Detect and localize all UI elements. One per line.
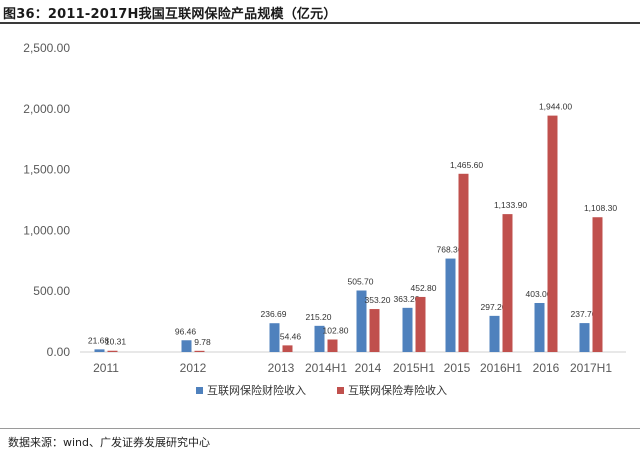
bar-property bbox=[181, 340, 192, 352]
bar-life bbox=[502, 214, 513, 352]
x-tick-label: 2014 bbox=[355, 361, 382, 375]
data-label: 1,108.30 bbox=[584, 203, 617, 213]
bar-property bbox=[356, 290, 367, 352]
x-tick-label: 2017H1 bbox=[570, 361, 612, 375]
bar-property bbox=[402, 307, 413, 352]
bar-life bbox=[547, 115, 558, 353]
data-label: 54.46 bbox=[280, 331, 302, 341]
title-divider bbox=[0, 22, 640, 24]
x-tick-label: 2015H1 bbox=[393, 361, 435, 375]
footer-divider bbox=[0, 428, 640, 429]
data-label: 9.78 bbox=[194, 337, 211, 347]
bar-life bbox=[327, 339, 338, 352]
y-tick-label: 0.00 bbox=[47, 345, 71, 359]
data-label: 10.31 bbox=[105, 337, 127, 347]
legend-swatch-property bbox=[196, 387, 203, 394]
bar-life bbox=[592, 217, 603, 352]
y-tick-label: 500.00 bbox=[33, 284, 70, 298]
data-label: 505.70 bbox=[348, 277, 374, 287]
x-tick-label: 2014H1 bbox=[305, 361, 347, 375]
bar-life bbox=[194, 350, 205, 352]
x-tick-label: 2013 bbox=[268, 361, 295, 375]
figure-title: 图36：2011-2017H我国互联网保险产品规模（亿元） bbox=[3, 7, 337, 22]
bar-property bbox=[579, 323, 590, 352]
y-tick-label: 1,500.00 bbox=[23, 163, 70, 177]
bar-property bbox=[534, 302, 545, 352]
data-label: 297.20 bbox=[481, 302, 507, 312]
data-label: 1,465.60 bbox=[450, 160, 483, 170]
bar-life bbox=[107, 350, 118, 352]
x-tick-label: 2016 bbox=[533, 361, 560, 375]
data-label: 237.70 bbox=[571, 309, 597, 319]
x-tick-label: 2012 bbox=[180, 361, 207, 375]
bar-life bbox=[282, 345, 293, 352]
data-label: 452.80 bbox=[411, 283, 437, 293]
bar-chart: 0.00 500.00 1,000.00 1,500.00 2,000.00 2,500.… bbox=[23, 41, 626, 397]
data-label: 1,133.90 bbox=[494, 200, 527, 210]
bar-life bbox=[415, 296, 426, 352]
legend-label: 互联网保险财险收入 bbox=[207, 383, 306, 397]
data-label: 363.20 bbox=[394, 294, 420, 304]
data-label: 403.00 bbox=[526, 289, 552, 299]
bar-property bbox=[94, 349, 105, 352]
y-tick-label: 1,000.00 bbox=[23, 223, 70, 237]
data-label: 102.80 bbox=[323, 325, 349, 335]
legend-label: 互联网保险寿险收入 bbox=[348, 383, 447, 397]
bar-property bbox=[269, 323, 280, 352]
x-tick-label: 2011 bbox=[93, 361, 119, 375]
bar-property bbox=[314, 325, 325, 352]
data-label: 1,944.00 bbox=[539, 102, 572, 112]
x-tick-label: 2016H1 bbox=[480, 361, 522, 375]
bar-life bbox=[458, 173, 469, 352]
bar-life bbox=[369, 309, 380, 352]
data-label: 768.36 bbox=[437, 245, 463, 255]
bar-property bbox=[489, 315, 500, 352]
y-tick-label: 2,000.00 bbox=[23, 102, 70, 116]
x-tick-label: 2015 bbox=[444, 361, 471, 375]
source-note: 数据来源：wind、广发证券发展研究中心 bbox=[8, 436, 211, 449]
data-label: 21.68 bbox=[88, 335, 110, 345]
bar-property bbox=[445, 258, 456, 352]
data-label: 215.20 bbox=[306, 312, 332, 322]
y-tick-label: 2,500.00 bbox=[23, 41, 70, 55]
data-label: 96.46 bbox=[175, 326, 197, 336]
data-label: 353.20 bbox=[365, 295, 391, 305]
legend-swatch-life bbox=[337, 387, 344, 394]
data-label: 236.69 bbox=[261, 309, 287, 319]
